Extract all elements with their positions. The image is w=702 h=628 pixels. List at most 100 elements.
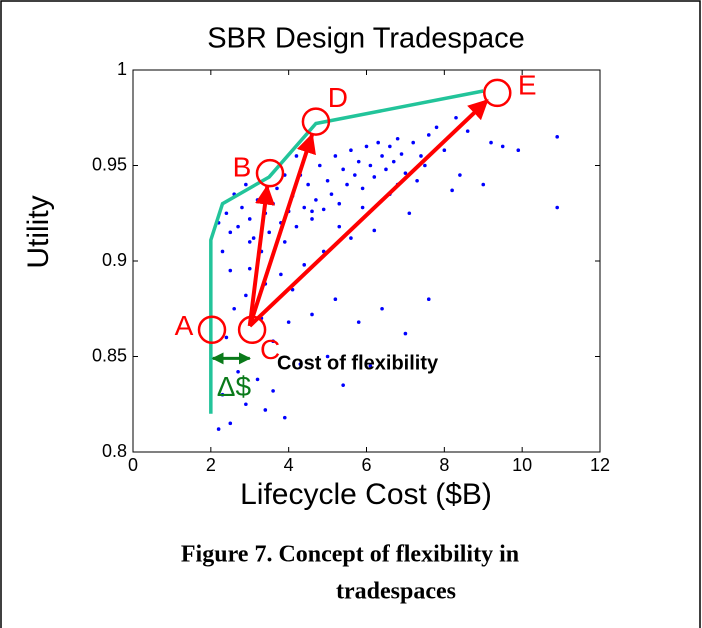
- x-tick-label: 0: [128, 455, 138, 475]
- design-label: C: [260, 334, 280, 365]
- scatter-point: [321, 207, 326, 212]
- scatter-point: [368, 364, 373, 368]
- design-point: [255, 158, 285, 188]
- scatter-point: [294, 224, 299, 229]
- scatter-point: [372, 175, 377, 179]
- scatter-point: [380, 306, 384, 311]
- note: Cost of flexibility: [277, 352, 439, 374]
- design-point: [197, 315, 227, 345]
- scatter-point: [337, 201, 342, 206]
- scatter-point: [325, 354, 330, 359]
- design-label: A: [175, 310, 194, 341]
- scatter-point: [236, 224, 240, 229]
- delta-label: Δ$: [217, 371, 252, 402]
- scatter-point: [244, 293, 248, 298]
- scatter-point: [279, 272, 283, 277]
- scatter-point: [368, 163, 373, 168]
- y-tick-label: 0.95: [92, 154, 127, 174]
- scatter-point: [310, 217, 314, 221]
- scatter-point: [325, 178, 330, 183]
- scatter-point: [247, 240, 252, 244]
- scatter-point: [442, 148, 447, 153]
- scatter-point: [318, 163, 322, 168]
- scatter-point: [240, 205, 244, 210]
- scatter-point: [426, 297, 431, 302]
- flex-arrow: [248, 99, 489, 328]
- scatter-point: [236, 369, 240, 374]
- scatter-point: [360, 205, 365, 210]
- scatter-point: [415, 178, 419, 183]
- scatter-point: [302, 263, 307, 267]
- scatter-point: [356, 159, 361, 164]
- x-axis-label: Lifecycle Cost ($B): [240, 478, 492, 511]
- scatter-point: [403, 171, 408, 175]
- scatter-point: [271, 201, 275, 206]
- scatter-point: [423, 163, 427, 168]
- pareto-frontier: [209, 89, 484, 414]
- scatter-point: [395, 136, 400, 141]
- scatter-point: [282, 240, 287, 244]
- scatter-point: [294, 154, 299, 158]
- scatter-point: [228, 268, 233, 273]
- design-point: [237, 315, 267, 345]
- scatter-point: [275, 186, 279, 191]
- scatter-point: [310, 312, 314, 317]
- scatter-point: [426, 133, 431, 137]
- scatter-point: [380, 154, 384, 158]
- scatter-point: [271, 339, 275, 344]
- y-tick-label: 0.85: [92, 345, 127, 365]
- scatter-point: [411, 140, 416, 145]
- x-tick-label: 2: [206, 455, 216, 475]
- scatter-point: [314, 198, 318, 202]
- design-label: E: [518, 69, 537, 100]
- scatter-point: [384, 167, 388, 172]
- scatter-point: [255, 377, 260, 382]
- scatter-point: [224, 335, 229, 340]
- scatter-point: [360, 186, 365, 191]
- scatter-point: [450, 188, 454, 193]
- scatter-point: [247, 266, 252, 271]
- scatter-point: [481, 182, 486, 187]
- scatter-point: [220, 249, 225, 254]
- x-tick-label: 8: [439, 455, 449, 475]
- design-point: [483, 78, 512, 108]
- scatter-point: [333, 297, 338, 302]
- scatter-point: [267, 230, 272, 235]
- scatter-point: [271, 389, 275, 393]
- scatter-point: [349, 148, 353, 153]
- scatter-point: [399, 152, 404, 156]
- scatter-point: [244, 182, 248, 187]
- scatter-point: [333, 154, 338, 158]
- x-tick-label: 6: [361, 455, 371, 475]
- caption-line: Figure 7. Concept of flexibility in: [181, 542, 519, 568]
- scatter-point: [391, 159, 396, 164]
- scatter-point: [407, 211, 412, 216]
- scatter-point: [341, 167, 345, 172]
- scatter-point: [244, 402, 248, 407]
- y-axis-label: Utility: [22, 195, 55, 268]
- scatter-point: [419, 154, 423, 158]
- flex-arrow: [247, 184, 275, 327]
- y-tick-label: 1: [117, 59, 127, 79]
- scatter-point: [306, 182, 310, 187]
- scatter-point: [220, 392, 225, 397]
- scatter-point: [228, 421, 233, 426]
- scatter-point: [555, 135, 559, 139]
- scatter-point: [216, 427, 221, 431]
- scatter-point: [353, 173, 357, 177]
- x-tick-label: 12: [590, 455, 610, 475]
- y-tick-label: 0.9: [102, 250, 127, 270]
- scatter-point: [310, 209, 314, 214]
- caption-line: tradespaces: [336, 579, 456, 605]
- plot-frame: [132, 69, 601, 453]
- scatter-point: [286, 320, 291, 324]
- y-tick-label: 0.8: [102, 441, 127, 461]
- scatter-point: [232, 306, 236, 311]
- scatter-point: [349, 236, 353, 240]
- scatter-point: [282, 415, 287, 420]
- scatter-point: [251, 236, 256, 240]
- scatter-point: [376, 140, 380, 145]
- design-point: [301, 107, 331, 136]
- scatter-point: [458, 173, 462, 177]
